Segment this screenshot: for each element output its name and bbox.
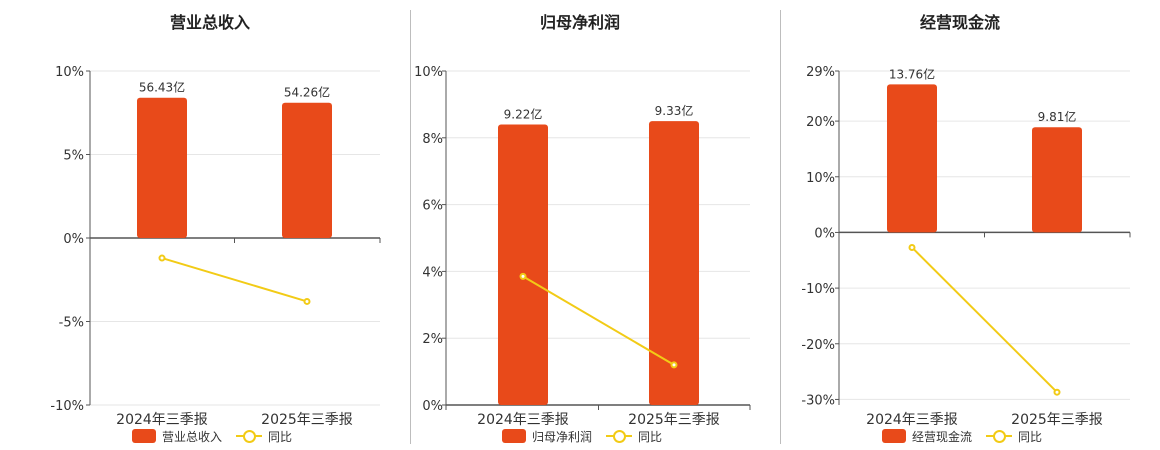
panel-divider [780,10,781,444]
legend-net-profit: 归母净利润 同比 [502,427,662,445]
yoy-point [670,361,678,369]
bar [1032,127,1082,233]
legend-bar-label: 归母净利润 [532,429,593,444]
y-tick-label: 0% [814,226,835,241]
x-tick-label: 2025年三季报 [628,412,720,428]
bar [498,124,548,405]
panel-divider [410,10,411,444]
y-tick-label: 29% [806,65,835,80]
y-tick-label: 0% [422,399,443,414]
bar [887,84,937,233]
legend-bar-swatch [882,429,906,443]
y-tick-label: -30% [801,393,835,408]
x-tick-label: 2024年三季报 [866,412,958,428]
yoy-point [519,272,527,280]
y-tick-label: 10% [55,65,84,80]
y-tick-label: 10% [806,171,835,186]
y-tick-label: -5% [59,316,84,331]
y-tick-label: -10% [50,399,84,414]
bar-data-label: 9.81亿 [1038,109,1077,124]
legend-cash-flow: 经营现金流 同比 [882,427,1042,445]
y-tick-label: 20% [806,115,835,130]
chart-title: 营业总收入 [170,13,250,32]
yoy-line [911,246,1058,393]
bar [282,102,332,238]
y-tick-label: 2% [422,332,443,347]
y-tick-label: -20% [801,338,835,353]
y-tick-label: 4% [422,265,443,280]
legend-line-swatch [236,429,263,443]
legend-bar-label: 经营现金流 [912,429,973,444]
yoy-point [1053,388,1061,396]
yoy-line [161,257,308,303]
legend-line-label: 同比 [638,429,663,444]
bar [137,97,187,238]
legend-line-swatch [986,429,1013,443]
x-tick-label: 2024年三季报 [477,412,569,428]
bar-data-label: 56.43亿 [139,80,185,95]
legend-line-label: 同比 [268,429,293,444]
bar-data-label: 54.26亿 [284,85,330,100]
chart-title: 归母净利润 [540,13,620,32]
yoy-point [908,243,916,251]
y-tick-label: 0% [63,232,84,247]
bar-data-label: 9.22亿 [504,106,543,121]
yoy-point [158,254,166,262]
yoy-point [303,297,311,305]
bar [649,121,699,405]
y-tick-label: -10% [801,282,835,297]
legend-revenue: 营业总收入 同比 [132,427,292,445]
y-tick-label: 6% [422,199,443,214]
legend-bar-label: 营业总收入 [162,429,223,444]
bar-data-label: 13.76亿 [889,66,935,81]
bar-data-label: 9.33亿 [655,103,694,118]
legend-bar-swatch [502,429,526,443]
legend-line-label: 同比 [1018,429,1043,444]
y-tick-label: 10% [414,65,443,80]
legend-line-swatch [606,429,633,443]
legend-bar-swatch [132,429,156,443]
yoy-line [522,275,675,366]
x-tick-label: 2025年三季报 [261,412,353,428]
chart-title: 经营现金流 [920,13,1000,32]
y-tick-label: 8% [422,132,443,147]
y-tick-label: 5% [63,149,84,164]
x-tick-label: 2024年三季报 [116,412,208,428]
x-tick-label: 2025年三季报 [1011,412,1103,428]
